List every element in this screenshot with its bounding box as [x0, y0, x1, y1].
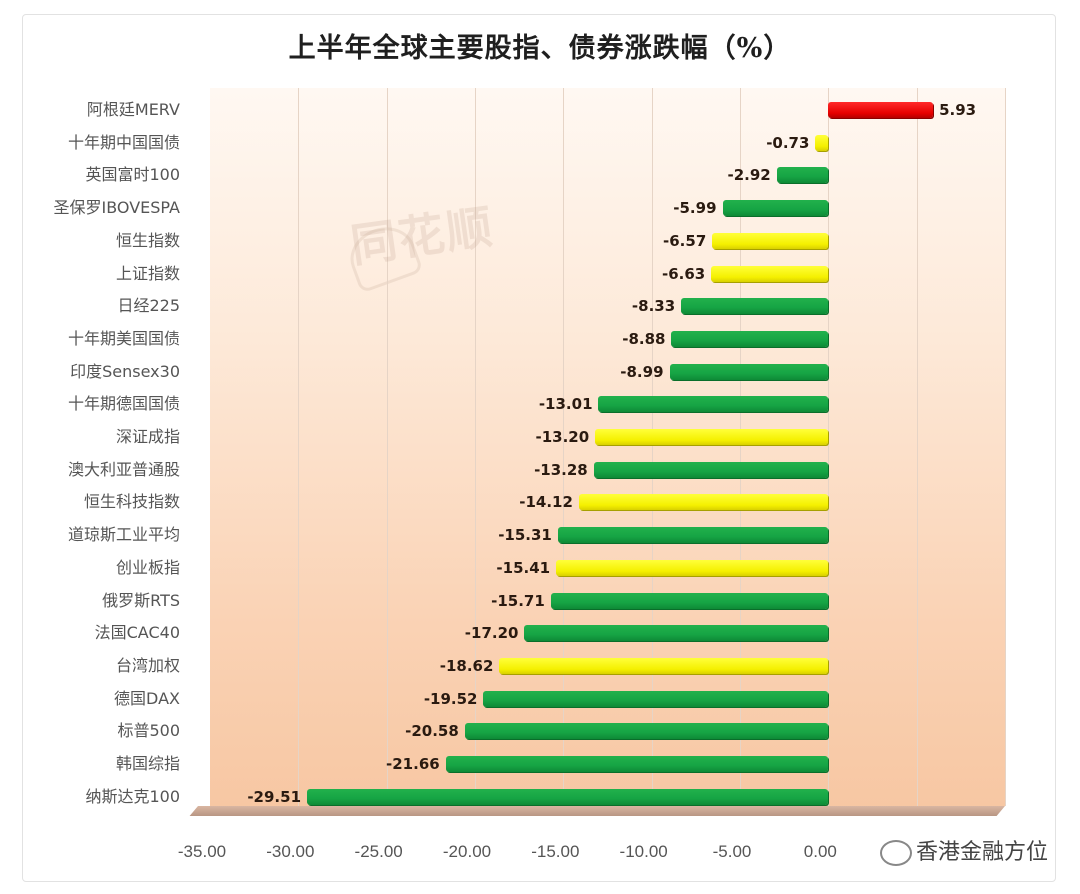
gridline — [828, 88, 830, 806]
bar — [593, 461, 829, 478]
bar — [464, 723, 829, 740]
bar-value-label: -8.99 — [620, 362, 664, 381]
bar — [815, 134, 829, 151]
category-label: 俄罗斯RTS — [102, 590, 180, 610]
gridline — [563, 88, 565, 806]
chart-title: 上半年全球主要股指、债券涨跌幅（%） — [288, 33, 792, 64]
bar — [556, 559, 829, 576]
category-label: 道琼斯工业平均 — [67, 525, 180, 545]
bar-value-label: -2.92 — [727, 166, 771, 185]
x-tick-label: -35.00 — [177, 842, 227, 861]
category-label: 上证指数 — [115, 263, 180, 283]
bar — [776, 167, 829, 184]
bar — [445, 756, 829, 772]
gridline — [386, 88, 388, 806]
bar-value-label: -13.20 — [535, 428, 590, 446]
plot-floor — [189, 806, 1005, 816]
plot-area: 5.93 -0.73 -2.92 -5.99 -6.57 -6.63 -8.33 -8.88 -… — [210, 88, 1006, 806]
bar — [669, 363, 829, 380]
bar — [711, 265, 829, 282]
x-tick-label: -30.00 — [266, 842, 315, 861]
bar-value-label: -13.28 — [534, 460, 588, 479]
category-label: 法国CAC40 — [94, 623, 180, 643]
x-tick-label: 0.00 — [803, 842, 837, 861]
bar — [828, 102, 934, 118]
bar-value-label: -15.41 — [496, 558, 551, 577]
gridline — [298, 88, 300, 806]
bar-value-label: -6.63 — [661, 264, 706, 283]
bar-value-label: -8.33 — [631, 297, 676, 316]
bar-value-label: -29.51 — [247, 787, 301, 806]
category-label: 阿根廷MERV — [86, 100, 180, 119]
bar — [598, 396, 829, 413]
category-label: 韩国综指 — [115, 754, 180, 773]
source-label: 香港金融方位 — [880, 834, 1048, 866]
bar — [578, 494, 829, 511]
category-label: 创业板指 — [115, 557, 180, 577]
bar-value-label: -13.01 — [538, 395, 593, 414]
x-tick-label: -25.00 — [354, 842, 403, 861]
x-tick-label: -20.00 — [442, 842, 492, 861]
category-label: 恒生科技指数 — [83, 492, 180, 512]
bar — [306, 788, 829, 805]
bar-value-label: -15.71 — [491, 591, 545, 610]
category-label: 英国富时100 — [85, 165, 180, 185]
bar-value-label: -0.73 — [766, 133, 810, 152]
bar — [681, 298, 829, 315]
bar-value-label: -15.31 — [498, 526, 552, 545]
bar-value-label: -18.62 — [439, 656, 494, 675]
category-label: 十年期美国国债 — [67, 328, 180, 348]
bar — [671, 330, 829, 347]
category-label: 标普500 — [117, 721, 180, 741]
category-label: 圣保罗IBOVESPA — [53, 198, 180, 218]
category-label: 日经225 — [117, 296, 180, 316]
category-label: 印度Sensex30 — [70, 361, 180, 381]
category-label: 台湾加权 — [115, 655, 180, 675]
x-tick-label: -15.00 — [531, 842, 580, 861]
bar-value-label: -14.12 — [519, 493, 573, 512]
x-tick-label: -10.00 — [619, 842, 668, 861]
x-tick-label: -5.00 — [712, 842, 752, 861]
gridline — [916, 88, 918, 806]
gridline — [1005, 88, 1006, 806]
category-label: 深证成指 — [115, 427, 180, 446]
category-label: 纳斯达克100 — [85, 786, 180, 806]
category-label: 十年期德国国债 — [67, 394, 180, 414]
gridline — [651, 88, 653, 806]
gridline — [740, 88, 741, 806]
bar — [524, 625, 829, 642]
bar — [712, 232, 829, 249]
bar-value-label: -5.99 — [673, 199, 717, 218]
wechat-icon — [880, 840, 912, 866]
bar-value-label: -17.20 — [464, 624, 519, 643]
bar — [550, 592, 829, 609]
bar — [557, 527, 829, 544]
category-label: 澳大利亚普通股 — [67, 459, 180, 479]
category-label: 恒生指数 — [115, 230, 180, 250]
category-label: 德国DAX — [114, 688, 180, 708]
bar-value-label: -6.57 — [663, 231, 707, 250]
bar-value-label: -21.66 — [386, 755, 440, 773]
bar-value-label: 5.93 — [939, 101, 977, 119]
category-label: 十年期中国国债 — [67, 132, 180, 152]
bar — [595, 429, 829, 445]
bar-value-label: -19.52 — [423, 689, 478, 708]
gridline — [475, 88, 476, 806]
bar-value-label: -20.58 — [405, 722, 459, 741]
bar-value-label: -8.88 — [622, 329, 666, 348]
bar — [483, 690, 829, 707]
source-text: 香港金融方位 — [916, 840, 1049, 865]
bar — [722, 200, 829, 217]
bar — [499, 657, 829, 674]
